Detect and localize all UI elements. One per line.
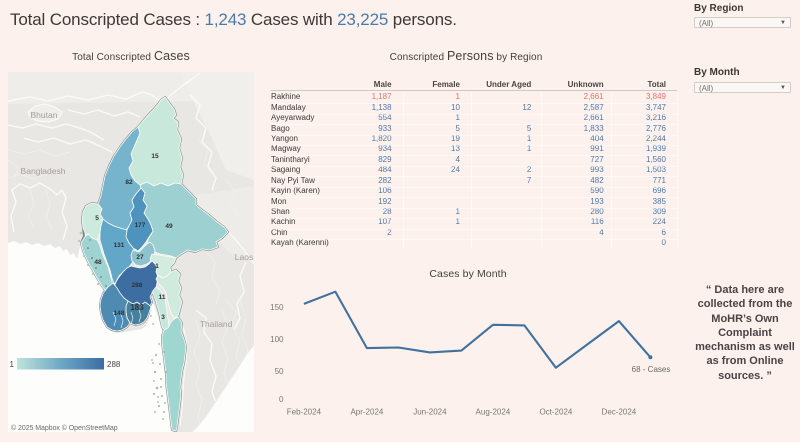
svg-text:Dec-2024: Dec-2024: [602, 408, 637, 417]
svg-text:82: 82: [125, 179, 133, 186]
svg-text:0: 0: [279, 395, 284, 404]
svg-text:Aug-2024: Aug-2024: [476, 408, 511, 417]
svg-text:288: 288: [107, 360, 121, 369]
svg-text:177: 177: [135, 222, 146, 229]
svg-text:100: 100: [270, 335, 284, 344]
svg-text:© 2025 Mapbox © OpenStreetMap: © 2025 Mapbox © OpenStreetMap: [11, 424, 118, 432]
svg-text:288: 288: [132, 282, 143, 289]
svg-text:183: 183: [130, 303, 144, 312]
svg-text:Feb-2024: Feb-2024: [287, 408, 322, 417]
svg-text:150: 150: [270, 303, 284, 312]
svg-text:48: 48: [94, 259, 102, 266]
svg-text:1: 1: [10, 360, 15, 369]
svg-text:Jun-2024: Jun-2024: [413, 408, 447, 417]
svg-text:Bangladesh: Bangladesh: [21, 166, 66, 176]
svg-text:27: 27: [136, 254, 144, 261]
svg-text:49: 49: [165, 223, 173, 230]
svg-text:Thailand: Thailand: [200, 319, 233, 329]
svg-text:Apr-2024: Apr-2024: [350, 408, 383, 417]
svg-text:5: 5: [95, 215, 99, 222]
svg-text:131: 131: [114, 242, 125, 249]
svg-text:148: 148: [114, 310, 125, 317]
svg-text:68 - Cases: 68 - Cases: [632, 365, 671, 374]
svg-text:50: 50: [275, 367, 284, 376]
svg-text:Oct-2024: Oct-2024: [539, 408, 572, 417]
svg-text:15: 15: [151, 153, 159, 160]
svg-text:Bhutan: Bhutan: [31, 110, 58, 120]
svg-text:Laos: Laos: [235, 252, 253, 262]
svg-text:3: 3: [161, 314, 165, 321]
svg-text:1: 1: [155, 263, 159, 270]
svg-text:11: 11: [159, 294, 166, 301]
